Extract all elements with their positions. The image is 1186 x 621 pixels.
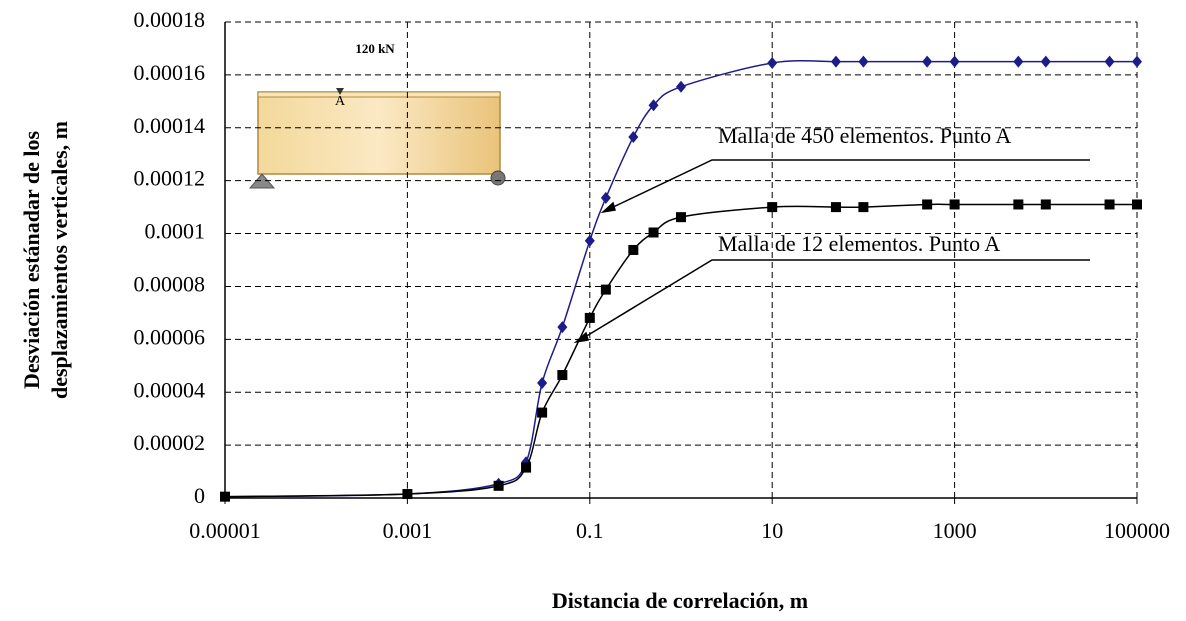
- marker: [676, 80, 686, 93]
- x-tick-label: 10: [761, 518, 783, 543]
- marker: [1132, 55, 1142, 68]
- inset-beam: [248, 88, 506, 189]
- marker: [676, 212, 686, 223]
- marker: [557, 370, 568, 381]
- marker: [922, 55, 933, 68]
- marker: [858, 202, 869, 213]
- y-tick-label: 0.00016: [134, 60, 206, 85]
- marker: [628, 244, 639, 255]
- marker: [557, 321, 568, 334]
- marker: [1013, 55, 1024, 68]
- y-axis-title: desplazamientos verticales, m: [47, 121, 72, 399]
- marker: [600, 284, 611, 295]
- x-axis-title: Distancia de correlación, m: [552, 588, 808, 613]
- annotation-lines: [573, 159, 1090, 344]
- marker: [648, 227, 659, 238]
- marker: [537, 376, 548, 389]
- marker: [584, 312, 595, 323]
- marker: [1040, 55, 1051, 68]
- marker: [830, 55, 841, 68]
- marker: [402, 489, 413, 500]
- y-tick-label: 0.00018: [134, 7, 206, 32]
- marker: [830, 202, 841, 213]
- marker: [1104, 199, 1115, 210]
- marker: [858, 55, 869, 68]
- annotation: Malla de 450 elementos. Punto A: [718, 123, 1011, 148]
- y-tick-label: 0: [194, 483, 205, 508]
- marker: [584, 234, 595, 247]
- marker: [922, 199, 933, 210]
- y-tick-label: 0.00014: [134, 113, 206, 138]
- marker: [1104, 55, 1115, 68]
- x-tick-label: 100000: [1104, 518, 1170, 543]
- x-tick-label: 0.1: [576, 518, 604, 543]
- marker: [600, 191, 611, 204]
- y-tick-label: 0.00004: [134, 377, 206, 402]
- y-tick-label: 0.00008: [134, 271, 206, 296]
- y-tick-label: 0.0001: [145, 219, 206, 244]
- marker: [220, 491, 230, 502]
- y-tick-label: 0.00006: [134, 324, 206, 349]
- marker: [1040, 199, 1051, 210]
- marker: [628, 131, 639, 144]
- marker: [767, 56, 778, 69]
- inset-load: 120 kN: [355, 41, 395, 56]
- inset-point: A: [335, 94, 346, 109]
- y-axis-title: Desviación estánadar de los: [19, 131, 44, 390]
- y-tick-label: 0.00012: [134, 166, 206, 191]
- x-tick-label: 1000: [933, 518, 977, 543]
- x-tick-label: 0.001: [383, 518, 433, 543]
- marker: [537, 407, 548, 418]
- marker: [648, 99, 659, 112]
- marker: [493, 480, 504, 491]
- marker: [521, 462, 532, 473]
- marker: [1013, 199, 1024, 210]
- annotation: Malla de 12 elementos. Punto A: [718, 231, 1000, 256]
- marker: [949, 55, 960, 68]
- marker: [1132, 199, 1142, 210]
- marker: [767, 202, 778, 213]
- x-tick-label: 0.00001: [189, 518, 261, 543]
- y-tick-label: 0.00002: [134, 430, 206, 455]
- marker: [949, 199, 960, 210]
